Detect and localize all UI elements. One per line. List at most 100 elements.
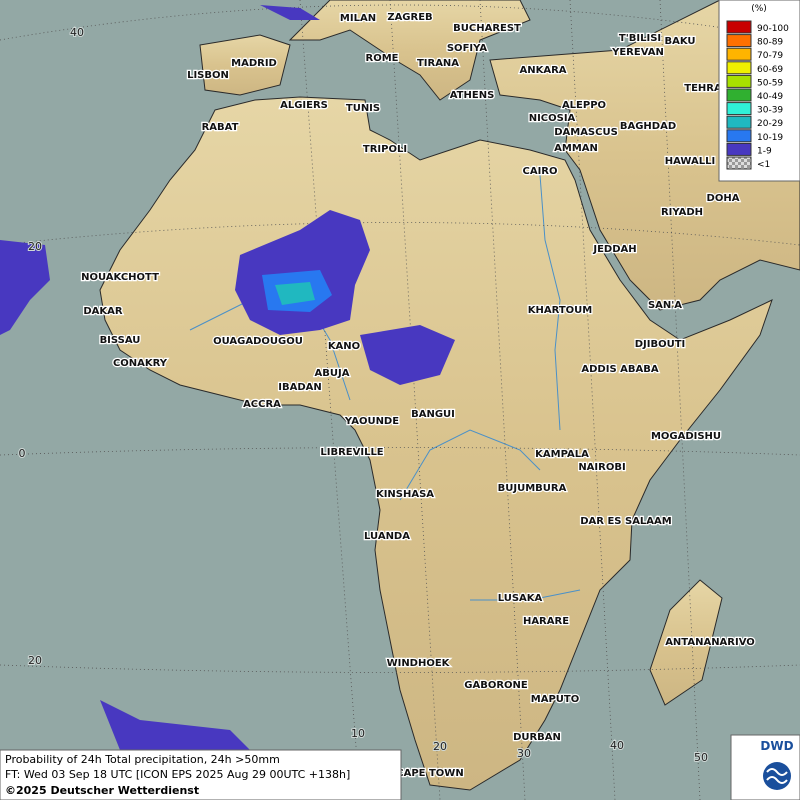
city-label: ADDIS ABABA [581, 364, 658, 375]
latitude-label: 20 [28, 240, 42, 253]
city-label: DURBAN [513, 732, 561, 743]
legend-swatch [726, 74, 752, 88]
legend-label: 50-59 [757, 78, 783, 88]
city-label: T'BILISI [619, 33, 661, 44]
city-label: BUCHAREST [453, 23, 521, 34]
logo-box [730, 734, 800, 800]
city-label: SOFIYA [447, 43, 488, 54]
city-label: LUANDA [364, 531, 410, 542]
longitude-label: 40 [610, 739, 624, 752]
city-label: ANKARA [519, 65, 566, 76]
city-label: MAPUTO [531, 694, 579, 705]
city-label: ATHENS [450, 90, 495, 101]
city-label: NOUAKCHOTT [81, 272, 159, 283]
city-label: GABORONE [464, 680, 528, 691]
city-label: BAGHDAD [620, 121, 676, 132]
city-label: KANO [328, 341, 360, 352]
city-label: MADRID [231, 58, 277, 69]
city-label: MOGADISHU [651, 431, 721, 442]
latitude-label: 0 [19, 447, 26, 460]
legend-label: 60-69 [757, 65, 783, 75]
city-label: HAWALLI [665, 156, 715, 167]
precip-20-29 [275, 282, 315, 305]
city-label: ALGIERS [280, 100, 328, 111]
longitude-label: 20 [433, 740, 447, 753]
city-label: DAKAR [83, 306, 123, 317]
city-label: BISSAU [100, 335, 141, 346]
city-label: DAMASCUS [554, 127, 618, 138]
city-label: CAPE TOWN [396, 768, 463, 779]
precip-1-9 [360, 325, 455, 385]
city-label: KAMPALA [535, 449, 589, 460]
legend-label: 70-79 [757, 51, 783, 61]
city-label: TEHRA [684, 83, 722, 94]
city-label: ZAGREB [387, 12, 432, 23]
city-label: RABAT [202, 122, 239, 133]
longitude-label: 10 [351, 727, 365, 740]
city-label: DOHA [707, 193, 740, 204]
latitude-label: 40 [70, 26, 84, 39]
city-label: WINDHOEK [387, 658, 451, 669]
legend-title: (%) [751, 4, 767, 14]
city-label: TUNIS [346, 103, 380, 114]
precip-1-9 [260, 5, 320, 20]
longitude-label: 30 [517, 747, 531, 760]
legend-swatch [726, 34, 752, 48]
city-label: CAIRO [523, 166, 558, 177]
city-label: CONAKRY [113, 358, 168, 369]
city-label: IBADAN [278, 382, 322, 393]
legend-label: 20-29 [757, 119, 783, 129]
city-label: BAKU [664, 36, 695, 47]
city-label: DJIBOUTI [635, 339, 686, 350]
city-label: ABUJA [315, 368, 350, 379]
city-label: NAIROBI [578, 462, 625, 473]
logo: DWD [760, 739, 793, 753]
city-label: LUSAKA [498, 593, 543, 604]
legend-swatch [726, 20, 752, 34]
footer-box [0, 749, 402, 800]
city-label: ACCRA [243, 399, 281, 410]
footer-line: ©2025 Deutscher Wetterdienst [5, 784, 199, 797]
city-label: KHARTOUM [528, 305, 593, 316]
city-label: RIYADH [661, 207, 703, 218]
city-label: BUJUMBURA [498, 483, 567, 494]
latitude-label: 20 [28, 654, 42, 667]
legend-label: 10-19 [757, 133, 783, 143]
city-label: ALEPPO [562, 100, 606, 111]
city-label: TRIPOLI [363, 144, 407, 155]
legend-swatch [726, 142, 752, 156]
legend-label: 40-49 [757, 92, 783, 102]
city-label: LISBON [187, 70, 229, 81]
city-label: ANTANANARIVO [665, 637, 755, 648]
precipitation [0, 5, 455, 750]
city-label: SAN'A [648, 300, 682, 311]
longitude-label: 50 [694, 751, 708, 764]
city-label: MILAN [340, 13, 376, 24]
city-label: TIRANA [417, 58, 459, 69]
city-label: YAOUNDE [344, 416, 399, 427]
city-label: OUAGADOUGOU [213, 336, 303, 347]
city-label: LIBREVILLE [320, 447, 383, 458]
city-label: HARARE [523, 616, 569, 627]
city-label: YEREVAN [611, 47, 664, 58]
legend-label: 80-89 [757, 38, 783, 48]
city-label: KINSHASA [376, 489, 434, 500]
legend-swatch [726, 156, 752, 170]
legend-label: <1 [757, 160, 770, 170]
city-label: AMMAN [554, 143, 598, 154]
legend-swatch [726, 115, 752, 129]
city-label: DAR ES SALAAM [580, 516, 672, 527]
city-label: BANGUI [411, 409, 455, 420]
legend-label: 1-9 [757, 146, 772, 156]
city-label: ROME [366, 53, 399, 64]
legend-swatch [726, 129, 752, 143]
precip-1-9 [100, 700, 250, 750]
footer-line: Probability of 24h Total precipitation, … [5, 753, 280, 766]
logo-mark [763, 762, 791, 790]
precip-1-9 [0, 240, 50, 335]
city-label: NICOSIA [529, 113, 576, 124]
footer-line: FT: Wed 03 Sep 18 UTC [ICON EPS 2025 Aug… [5, 768, 350, 781]
legend-swatch [726, 102, 752, 116]
